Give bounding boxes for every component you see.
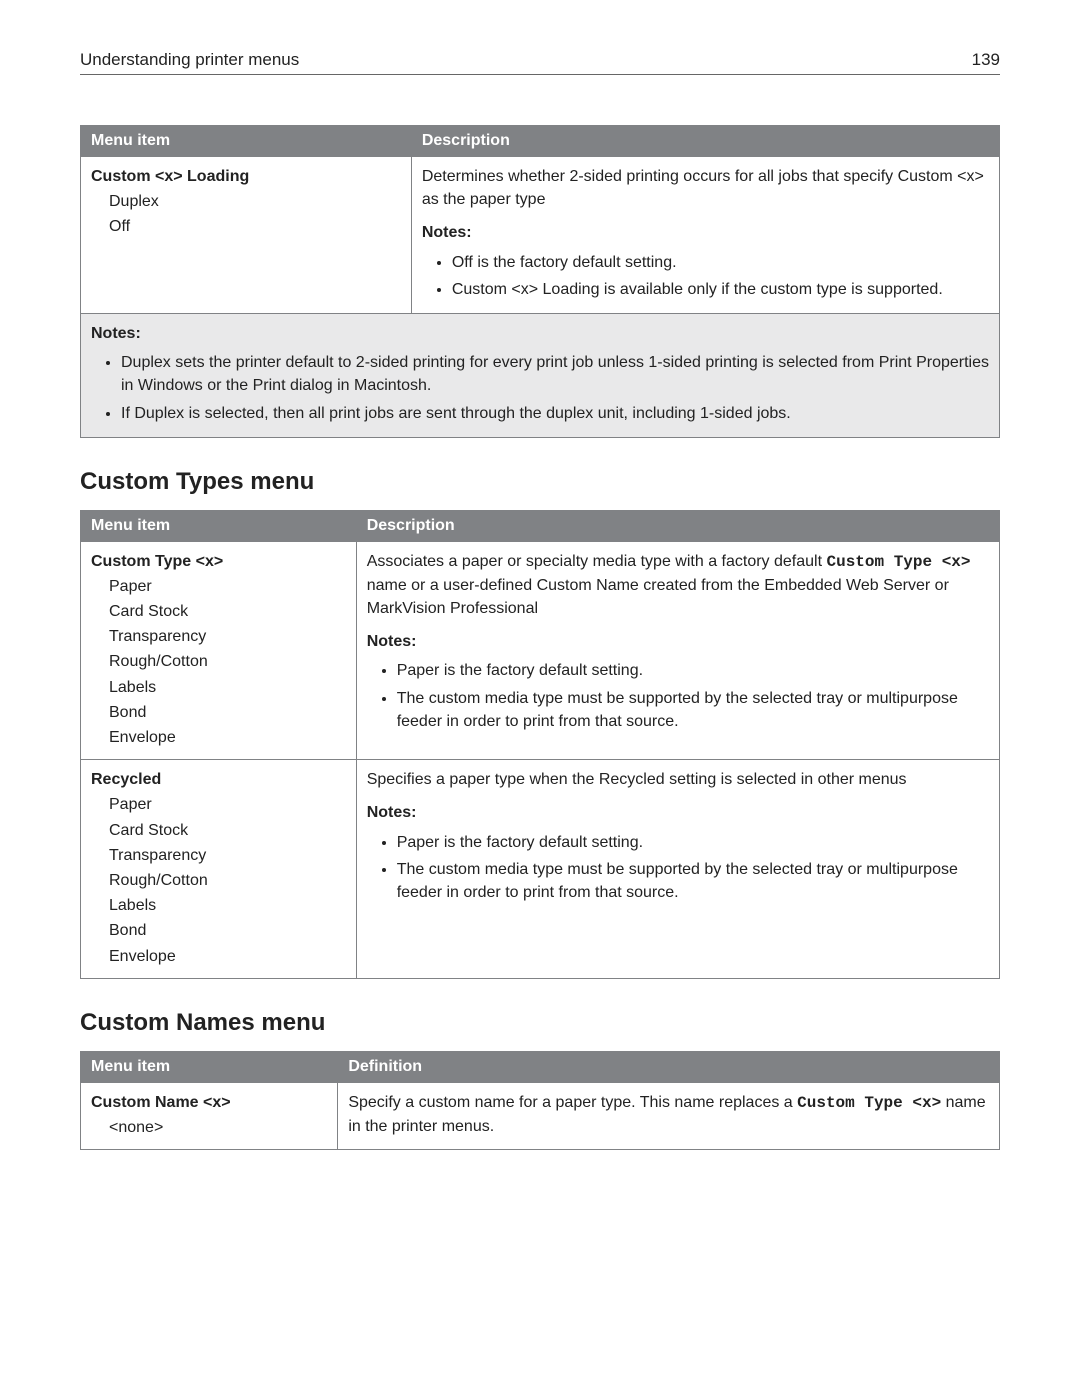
menu-item-title: Recycled [91,768,346,791]
menu-option: Paper [109,793,346,816]
menu-option: Labels [109,894,346,917]
note-item: Paper is the factory default setting. [397,659,989,682]
header-title: Understanding printer menus [80,50,299,70]
menu-option: Envelope [109,726,346,749]
table-row-notes: Notes: Duplex sets the printer default t… [81,313,1000,437]
menu-option: Card Stock [109,819,346,842]
notes-label: Notes: [367,630,989,653]
description-text: Specifies a paper type when the Recycled… [367,768,989,791]
menu-option: Off [109,215,401,238]
custom-names-table: Menu item Definition Custom Name <x> <no… [80,1051,1000,1150]
custom-types-heading: Custom Types menu [80,468,1000,496]
table3-col1-header: Menu item [81,1051,338,1082]
menu-option: Duplex [109,190,401,213]
desc-mono: Custom Type <x> [826,553,970,571]
menu-option: Card Stock [109,600,346,623]
custom-names-heading: Custom Names menu [80,1009,1000,1037]
description-text: Specify a custom name for a paper type. … [338,1082,1000,1149]
table2-col2-header: Description [356,510,999,541]
note-item: Custom <x> Loading is available only if … [452,278,989,301]
desc-mono: Custom Type <x> [797,1094,941,1112]
page-header: Understanding printer menus 139 [80,50,1000,75]
menu-option: Rough/Cotton [109,869,346,892]
table1-col2-header: Description [411,126,999,157]
desc-pre: Specify a custom name for a paper type. … [348,1094,797,1111]
menu-option: Rough/Cotton [109,650,346,673]
note-item: The custom media type must be supported … [397,687,989,733]
desc-pre: Associates a paper or specialty media ty… [367,553,827,570]
menu-option: Paper [109,575,346,598]
table3-col2-header: Definition [338,1051,1000,1082]
note-item: The custom media type must be supported … [397,858,989,904]
note-item: Duplex sets the printer default to 2-sid… [121,351,989,397]
menu-option: Bond [109,919,346,942]
note-item: If Duplex is selected, then all print jo… [121,402,989,425]
notes-label: Notes: [367,801,989,824]
menu-item-title: Custom Name <x> [91,1091,327,1114]
header-page-number: 139 [972,50,1000,70]
description-text: Associates a paper or specialty media ty… [367,550,989,621]
desc-post: name or a user-defined Custom Name creat… [367,577,949,617]
table-row: Custom <x> Loading Duplex Off Determines… [81,157,1000,314]
menu-option: <none> [109,1116,327,1139]
table-row: Custom Name <x> <none> Specify a custom … [81,1082,1000,1149]
menu-item-title: Custom Type <x> [91,550,346,573]
note-item: Off is the factory default setting. [452,251,989,274]
menu-option: Labels [109,676,346,699]
menu-option: Transparency [109,844,346,867]
table-row: Recycled Paper Card Stock Transparency R… [81,760,1000,979]
loading-table: Menu item Description Custom <x> Loading… [80,125,1000,438]
notes-label: Notes: [91,325,141,342]
menu-option: Envelope [109,945,346,968]
table-row: Custom Type <x> Paper Card Stock Transpa… [81,541,1000,760]
custom-types-table: Menu item Description Custom Type <x> Pa… [80,510,1000,979]
menu-option: Bond [109,701,346,724]
table1-col1-header: Menu item [81,126,412,157]
table2-col1-header: Menu item [81,510,357,541]
menu-option: Transparency [109,625,346,648]
description-text: Determines whether 2-sided printing occu… [422,165,989,211]
menu-item-title: Custom <x> Loading [91,165,401,188]
notes-label: Notes: [422,221,989,244]
note-item: Paper is the factory default setting. [397,831,989,854]
